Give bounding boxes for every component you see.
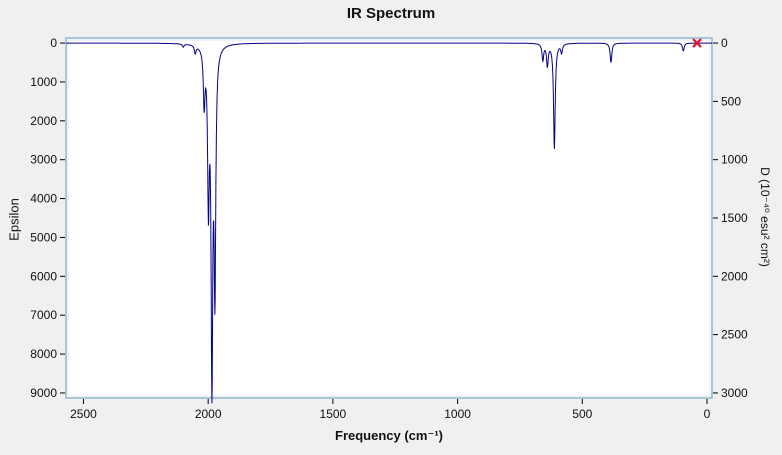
chart-title: IR Spectrum xyxy=(346,5,436,22)
plot-area xyxy=(65,37,713,399)
y-left-tick-label: 1000 xyxy=(30,75,57,89)
y-right-tick-label: 0 xyxy=(721,36,728,50)
y-left-tick-label: 8000 xyxy=(30,347,57,361)
y-left-tick-label: 4000 xyxy=(30,192,57,206)
y-right-tick-label: 500 xyxy=(721,94,741,108)
y-right-tick-label: 2500 xyxy=(721,328,748,342)
x-tick-label: 500 xyxy=(572,407,592,421)
y-right-tick-label: 1500 xyxy=(721,211,748,225)
x-tick-label: 1500 xyxy=(320,407,347,421)
y-left-tick-label: 2000 xyxy=(30,114,57,128)
y-right-tick-label: 3000 xyxy=(721,386,748,400)
y-left-tick-label: 0 xyxy=(50,36,57,50)
y-left-tick-label: 6000 xyxy=(30,269,57,283)
y-left-tick-label: 7000 xyxy=(30,308,57,322)
x-tick-label: 1000 xyxy=(444,407,471,421)
y-left-tick-label: 9000 xyxy=(30,386,57,400)
x-tick-label: 2500 xyxy=(70,407,97,421)
y-left-tick-label: 3000 xyxy=(30,153,57,167)
x-axis-label: Frequency (cm⁻¹) xyxy=(335,428,443,443)
x-tick-label: 2000 xyxy=(195,407,222,421)
y-axis-label-right: D (10⁻⁴⁰ esu² cm²) xyxy=(758,167,772,267)
y-axis-label-left: Epsilon xyxy=(6,198,22,241)
plot-area-inner-bevel xyxy=(67,39,711,397)
spectrum-curve xyxy=(66,42,712,404)
x-tick-label: 0 xyxy=(704,407,711,421)
y-left-tick-label: 5000 xyxy=(30,230,57,244)
spectrum-marker[interactable] xyxy=(692,38,702,48)
y-right-tick-label: 2000 xyxy=(721,269,748,283)
y-right-tick-label: 1000 xyxy=(721,153,748,167)
